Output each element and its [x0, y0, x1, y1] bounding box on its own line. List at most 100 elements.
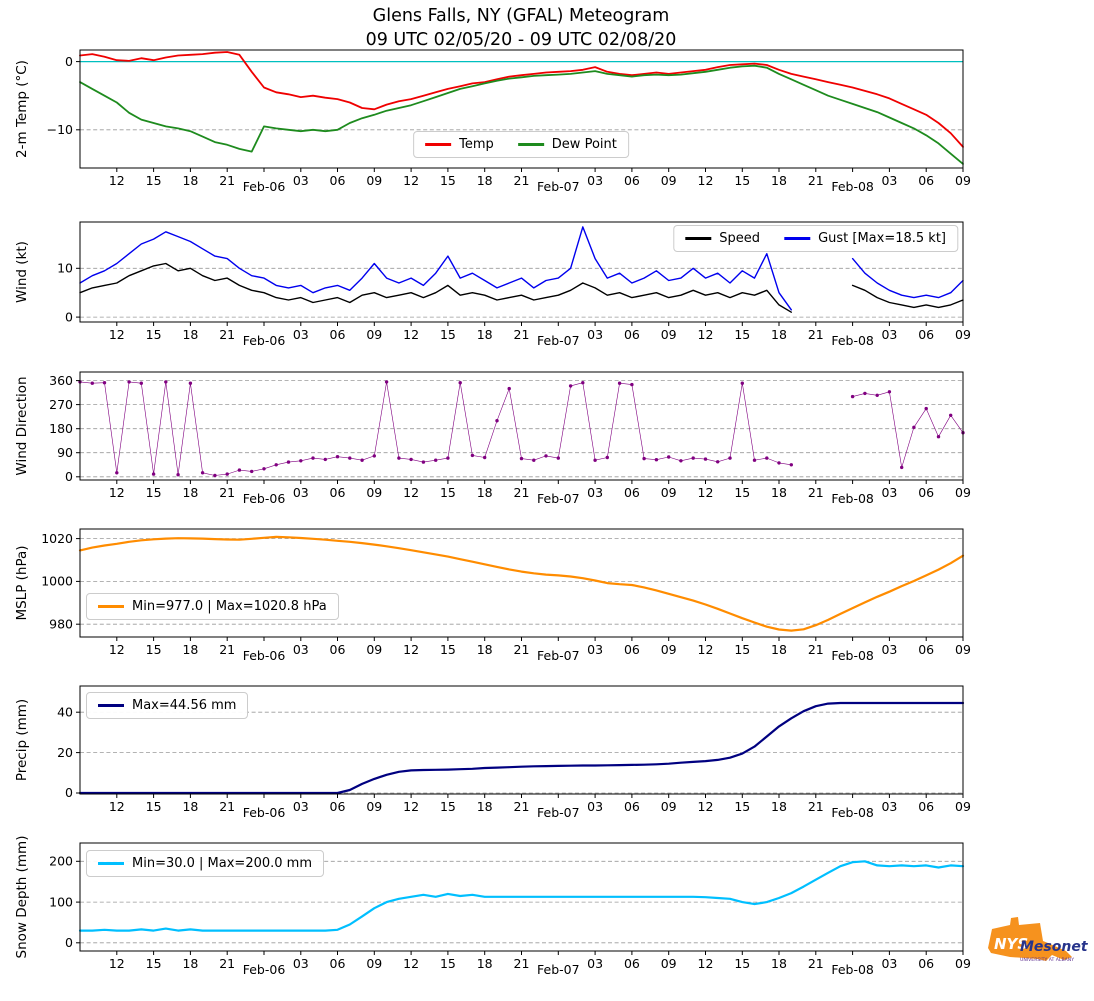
- svg-text:03: 03: [587, 956, 603, 971]
- svg-text:15: 15: [734, 799, 750, 814]
- svg-text:Feb-08: Feb-08: [831, 648, 874, 663]
- svg-text:21: 21: [808, 799, 824, 814]
- svg-text:12: 12: [109, 485, 125, 500]
- dewpoint-line-swatch: [517, 143, 544, 146]
- temp-legend: Temp Dew Point: [413, 131, 629, 158]
- svg-text:18: 18: [182, 485, 198, 500]
- svg-text:06: 06: [624, 642, 640, 657]
- svg-text:09: 09: [955, 327, 971, 342]
- svg-text:09: 09: [661, 799, 677, 814]
- svg-text:12: 12: [403, 485, 419, 500]
- chart-subtitle: 09 UTC 02/05/20 - 09 UTC 02/08/20: [365, 29, 677, 50]
- svg-text:03: 03: [293, 485, 309, 500]
- svg-text:03: 03: [881, 799, 897, 814]
- svg-text:18: 18: [182, 642, 198, 657]
- svg-text:18: 18: [182, 327, 198, 342]
- mslp-axis-label: MSLP (hPa): [14, 545, 30, 621]
- svg-text:12: 12: [109, 799, 125, 814]
- svg-text:18: 18: [771, 799, 787, 814]
- svg-text:09: 09: [661, 327, 677, 342]
- svg-text:Feb-07: Feb-07: [537, 333, 580, 348]
- svg-text:06: 06: [918, 799, 934, 814]
- svg-text:09: 09: [366, 956, 382, 971]
- svg-text:03: 03: [881, 173, 897, 188]
- svg-text:06: 06: [624, 485, 640, 500]
- svg-text:06: 06: [330, 799, 346, 814]
- precip-legend: Max=44.56 mm: [86, 692, 249, 719]
- svg-text:0: 0: [65, 785, 73, 800]
- svg-text:12: 12: [403, 956, 419, 971]
- svg-text:−10: −10: [47, 122, 73, 137]
- gust-line-swatch: [784, 237, 811, 240]
- svg-text:09: 09: [661, 485, 677, 500]
- svg-text:15: 15: [146, 173, 162, 188]
- svg-text:15: 15: [734, 642, 750, 657]
- svg-text:09: 09: [661, 642, 677, 657]
- svg-text:Feb-07: Feb-07: [537, 648, 580, 663]
- svg-text:12: 12: [109, 327, 125, 342]
- mslp-legend: Min=977.0 | Max=1020.8 hPa: [86, 593, 339, 620]
- svg-text:09: 09: [955, 642, 971, 657]
- svg-text:09: 09: [366, 799, 382, 814]
- svg-text:20: 20: [57, 745, 73, 760]
- wind-direction-panel-plot: 360 270 180 90 0 12 15 18 21 Feb-06 03 06 09 12 15 18 21…: [49, 371, 971, 506]
- svg-text:Feb-06: Feb-06: [243, 333, 286, 348]
- precip-legend-label: Max=44.56 mm: [132, 698, 237, 713]
- svg-text:03: 03: [587, 799, 603, 814]
- svg-text:12: 12: [109, 173, 125, 188]
- svg-text:Feb-06: Feb-06: [243, 648, 286, 663]
- chart-title: Glens Falls, NY (GFAL) Meteogram: [372, 6, 670, 26]
- svg-text:12: 12: [403, 327, 419, 342]
- svg-text:21: 21: [808, 327, 824, 342]
- svg-text:09: 09: [955, 956, 971, 971]
- svg-text:03: 03: [293, 956, 309, 971]
- svg-text:12: 12: [403, 642, 419, 657]
- svg-text:03: 03: [293, 327, 309, 342]
- svg-text:03: 03: [881, 327, 897, 342]
- mslp-line-swatch: [98, 605, 124, 608]
- svg-text:15: 15: [440, 173, 456, 188]
- svg-text:Feb-07: Feb-07: [537, 962, 580, 977]
- svg-text:21: 21: [514, 327, 530, 342]
- svg-text:15: 15: [146, 956, 162, 971]
- svg-text:Feb-07: Feb-07: [537, 179, 580, 194]
- svg-text:980: 980: [49, 616, 73, 631]
- svg-text:12: 12: [698, 799, 714, 814]
- svg-text:03: 03: [881, 642, 897, 657]
- wind-axis-label: Wind (kt): [14, 241, 30, 303]
- svg-text:03: 03: [587, 642, 603, 657]
- svg-text:200: 200: [49, 854, 73, 869]
- svg-text:09: 09: [366, 173, 382, 188]
- svg-text:Feb-06: Feb-06: [243, 491, 286, 506]
- legend-entry-precip: Max=44.56 mm: [98, 698, 236, 713]
- precip-line-swatch: [98, 704, 124, 707]
- svg-text:Feb-06: Feb-06: [243, 962, 286, 977]
- dewpoint-legend-label: Dew Point: [551, 137, 617, 152]
- nys-mesonet-logo: NYS Mesonet UNIVERSITY AT ALBANY: [988, 917, 1089, 963]
- svg-text:Feb-08: Feb-08: [831, 179, 874, 194]
- temp-legend-label: Temp: [459, 137, 494, 152]
- svg-text:18: 18: [771, 642, 787, 657]
- svg-text:21: 21: [514, 799, 530, 814]
- svg-text:21: 21: [219, 642, 235, 657]
- svg-text:18: 18: [477, 485, 493, 500]
- svg-text:Feb-08: Feb-08: [831, 333, 874, 348]
- svg-text:21: 21: [219, 327, 235, 342]
- svg-text:15: 15: [440, 327, 456, 342]
- temp-panel-plot: 0 −10 12 15 18 21 Feb-06 03 06 09 12 15 18 21 Feb-07 03…: [47, 49, 971, 194]
- svg-text:18: 18: [182, 799, 198, 814]
- svg-text:15: 15: [734, 956, 750, 971]
- svg-text:15: 15: [146, 642, 162, 657]
- svg-text:10: 10: [57, 261, 73, 276]
- svg-text:Feb-06: Feb-06: [243, 805, 286, 820]
- svg-text:06: 06: [624, 327, 640, 342]
- snow-depth-legend: Min=30.0 | Max=200.0 mm: [86, 850, 324, 877]
- svg-text:06: 06: [624, 173, 640, 188]
- svg-text:12: 12: [403, 173, 419, 188]
- temp-axis-label: 2-m Temp (°C): [14, 60, 30, 158]
- legend-entry-mslp: Min=977.0 | Max=1020.8 hPa: [98, 599, 327, 614]
- svg-text:0: 0: [65, 469, 73, 484]
- svg-text:Feb-08: Feb-08: [831, 805, 874, 820]
- logo-nys-text: NYS: [994, 935, 1028, 953]
- svg-text:Feb-08: Feb-08: [831, 491, 874, 506]
